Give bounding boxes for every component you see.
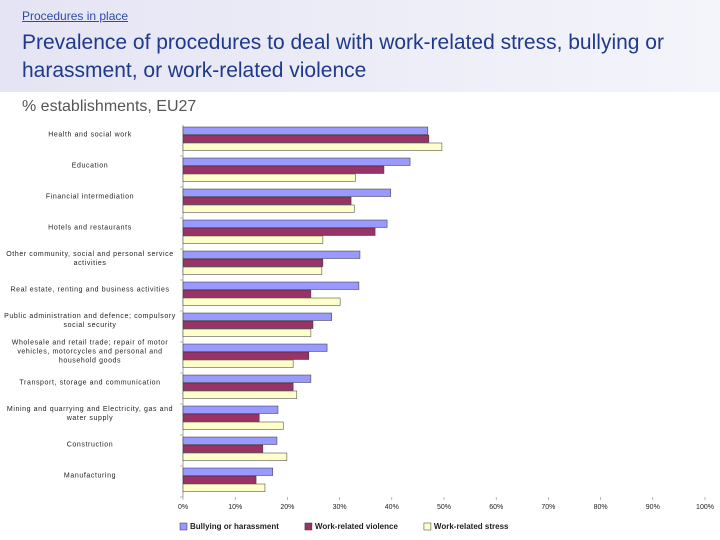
category-label: Financial intermediation bbox=[45, 193, 135, 201]
category-label: Transport, storage and communication bbox=[19, 379, 161, 387]
bar bbox=[182, 219, 388, 228]
bar bbox=[182, 281, 360, 290]
category-label: Manufacturing bbox=[63, 472, 117, 480]
x-tick-label: 0% bbox=[178, 504, 188, 511]
bar bbox=[182, 452, 288, 461]
bar bbox=[182, 142, 443, 151]
x-tick-label: 60% bbox=[489, 504, 503, 511]
chart-title: Prevalence of procedures to deal with wo… bbox=[22, 31, 664, 82]
bar bbox=[182, 421, 284, 430]
x-tick-label: 40% bbox=[385, 504, 399, 511]
bar bbox=[182, 328, 312, 337]
bar bbox=[182, 266, 323, 275]
legend-label: Work-related stress bbox=[434, 522, 509, 531]
x-tick-label: 20% bbox=[280, 504, 294, 511]
category-label: Mining and quarrying and Electricity, ga… bbox=[6, 406, 174, 422]
bar bbox=[182, 405, 279, 414]
x-tick-label: 90% bbox=[646, 504, 660, 511]
bar bbox=[182, 390, 298, 399]
category-label: Construction bbox=[66, 441, 114, 449]
header-band bbox=[0, 0, 720, 92]
bar bbox=[182, 382, 294, 391]
bar bbox=[182, 436, 278, 445]
bar bbox=[182, 258, 324, 267]
legend-label: Bullying or harassment bbox=[190, 522, 279, 531]
bar bbox=[182, 475, 257, 484]
bar bbox=[182, 343, 328, 352]
bar bbox=[182, 235, 324, 244]
bar bbox=[182, 188, 392, 197]
bar bbox=[182, 126, 429, 135]
bar bbox=[182, 134, 430, 143]
bar bbox=[182, 196, 352, 205]
section-label: Procedures in place bbox=[22, 9, 129, 23]
bar bbox=[182, 250, 361, 259]
legend-swatch bbox=[179, 522, 188, 531]
chart-subtitle: % establishments, EU27 bbox=[22, 98, 197, 115]
bar bbox=[182, 413, 260, 422]
category-label: Education bbox=[71, 162, 109, 170]
bar bbox=[182, 467, 274, 476]
category-label: Health and social work bbox=[48, 131, 132, 139]
category-label: Public administration and defence; compu… bbox=[4, 313, 176, 329]
bar bbox=[182, 289, 312, 298]
category-label: Other community, social and personal ser… bbox=[6, 251, 174, 267]
x-tick-label: 80% bbox=[594, 504, 608, 511]
bar bbox=[182, 483, 266, 492]
bar bbox=[182, 312, 333, 321]
bar bbox=[182, 320, 314, 329]
x-tick-label: 30% bbox=[333, 504, 347, 511]
bar bbox=[182, 297, 341, 306]
category-label: Wholesale and retail trade; repair of mo… bbox=[11, 339, 169, 365]
category-label: Real estate, renting and business activi… bbox=[10, 286, 170, 294]
bar bbox=[182, 157, 411, 166]
bar bbox=[182, 204, 355, 213]
bar bbox=[182, 444, 264, 453]
legend-label: Work-related violence bbox=[315, 522, 399, 531]
category-label: Hotels and restaurants bbox=[48, 224, 132, 232]
bar bbox=[182, 374, 312, 383]
x-tick-label: 10% bbox=[228, 504, 242, 511]
bar bbox=[182, 351, 310, 360]
x-tick-label: 50% bbox=[437, 504, 451, 511]
x-tick-label: 100% bbox=[696, 504, 714, 511]
bar bbox=[182, 165, 385, 174]
legend-swatch bbox=[304, 522, 313, 531]
bar bbox=[182, 227, 376, 236]
bar bbox=[182, 173, 356, 182]
bar bbox=[182, 359, 294, 368]
x-tick-label: 70% bbox=[541, 504, 555, 511]
legend-swatch bbox=[423, 522, 432, 531]
